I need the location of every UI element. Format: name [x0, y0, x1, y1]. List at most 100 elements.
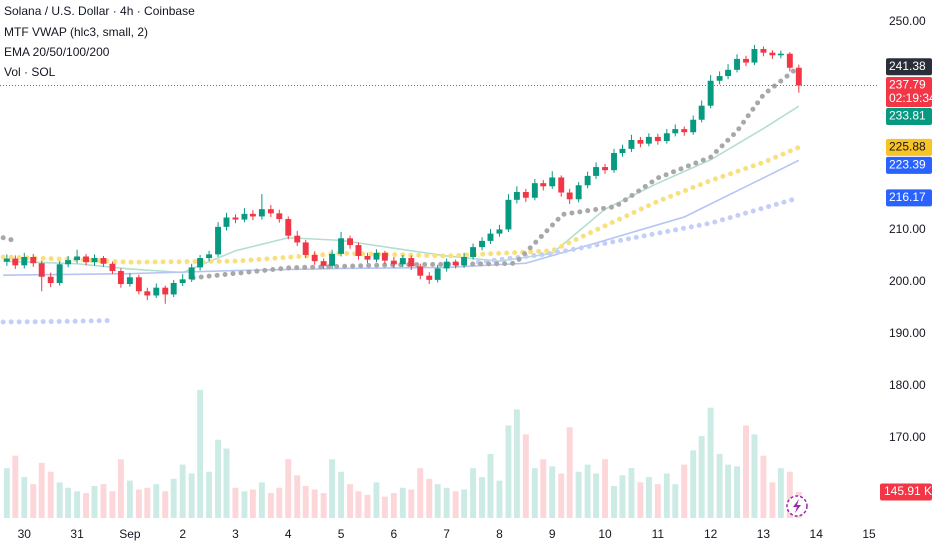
x-tick-label: 13 — [757, 527, 771, 541]
volume-bar — [751, 434, 758, 518]
candle-body — [584, 175, 591, 186]
volume-bar — [381, 496, 388, 518]
price-label-box — [886, 76, 932, 107]
x-tick-label: 9 — [549, 527, 556, 541]
volume-bar — [153, 484, 160, 518]
price-label: 216.17 — [889, 190, 926, 204]
candle-body — [593, 167, 600, 176]
volume-bar — [408, 489, 415, 518]
candle-body — [602, 167, 609, 171]
y-tick-label: 180.00 — [889, 378, 926, 392]
indicator-dots — [0, 144, 802, 265]
candle-body — [21, 256, 28, 266]
candle-body — [65, 260, 72, 265]
volume-label-box — [880, 483, 932, 501]
candle-body — [769, 52, 776, 56]
candle-body — [558, 177, 565, 193]
volume-bar — [707, 407, 714, 518]
candle-body — [566, 192, 573, 200]
volume-bar — [602, 459, 609, 518]
volume-bar — [540, 459, 547, 518]
candle-body — [276, 213, 283, 220]
x-tick-label: 11 — [652, 527, 665, 541]
candle-body — [285, 219, 292, 236]
indicator-dots — [0, 195, 802, 325]
volume-bar — [496, 480, 503, 518]
volume-bar — [135, 489, 142, 518]
volume-bar — [672, 484, 679, 518]
candle-body — [443, 261, 450, 269]
volume-bar — [619, 475, 626, 518]
price-label-box — [886, 107, 932, 125]
indicator-line — [3, 105, 800, 274]
candle-body — [522, 192, 529, 198]
legend-line: Vol · SOL — [4, 65, 56, 79]
price-label: 223.39 — [889, 158, 926, 172]
volume-bar — [56, 482, 63, 518]
candle-body — [628, 140, 635, 149]
volume-bar — [197, 389, 204, 518]
candle-body — [611, 153, 617, 171]
candle-body — [637, 140, 644, 144]
price-label: 237.79 — [889, 78, 926, 92]
x-tick-label: 10 — [598, 527, 612, 541]
candle-body — [249, 213, 256, 217]
candle-body — [215, 226, 222, 255]
volume-bar — [373, 482, 380, 518]
volume-bar — [654, 484, 661, 518]
price-label-box — [886, 138, 932, 156]
candle-body — [83, 256, 90, 263]
volume-bar — [38, 462, 45, 518]
volume-bar — [206, 471, 213, 518]
volume-bar — [144, 487, 151, 518]
candle-body — [117, 271, 124, 285]
volume-bar — [487, 453, 494, 518]
candle-body — [153, 287, 160, 296]
candle-body — [452, 261, 459, 266]
volume-bar — [637, 482, 644, 518]
candle-body — [575, 185, 582, 200]
volume-bar — [249, 489, 256, 518]
candle-body — [663, 133, 670, 142]
x-tick-label: 2 — [179, 527, 186, 541]
legend-line: MTF VWAP (hlc3, small, 2) — [4, 25, 148, 39]
volume-bar — [285, 459, 292, 518]
candle-body — [716, 76, 723, 81]
candle-body — [549, 177, 556, 187]
candle-body — [162, 287, 169, 295]
volume-bar — [716, 453, 723, 518]
candle-body — [540, 183, 547, 187]
candle-body — [373, 252, 380, 260]
candle-body — [479, 240, 485, 248]
volume-bar — [83, 493, 90, 518]
volume-bar — [117, 459, 124, 518]
candle-body — [725, 69, 732, 77]
icon-bolt — [793, 499, 801, 513]
volume-bar — [21, 477, 28, 518]
lightning-icon[interactable] — [786, 495, 808, 517]
volume-bar — [91, 485, 98, 518]
volume-bar — [294, 475, 301, 518]
volume-bar — [258, 482, 265, 518]
candle-body — [690, 119, 697, 133]
candle-body — [734, 58, 740, 70]
x-tick-label: 5 — [338, 527, 345, 541]
candle-body — [777, 53, 784, 56]
volume-bar — [575, 471, 582, 518]
candle-body — [672, 129, 679, 134]
candle-body — [470, 247, 477, 257]
candle-body — [531, 183, 538, 198]
volume-label: 145.91 K — [884, 484, 932, 498]
x-tick-label: 30 — [18, 527, 32, 541]
candle-body — [760, 49, 767, 53]
volume-bar — [3, 468, 10, 518]
volume-bar — [347, 484, 353, 518]
candle-body — [513, 192, 520, 200]
volume-bar — [390, 493, 397, 518]
candle-body — [786, 53, 793, 68]
volume-bar — [549, 466, 556, 518]
volume-bar — [434, 484, 441, 518]
candle-body — [390, 260, 397, 265]
volume-bar — [513, 409, 520, 518]
volume-bar — [170, 478, 177, 518]
